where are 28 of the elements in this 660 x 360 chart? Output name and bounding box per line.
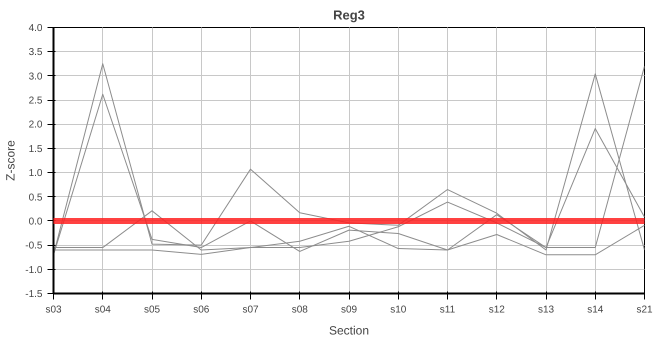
x-tick-label: s06 [193,304,210,316]
y-tick-label: 1.0 [28,168,43,180]
y-tick-label: 2.0 [28,120,43,131]
x-tick-label: s07 [242,304,259,316]
x-tick-label: s13 [538,304,554,316]
x-tick-label: s08 [292,304,308,316]
x-tick-label: s12 [488,304,506,316]
x-tick-label: s11 [440,304,456,316]
x-tick-label: s10 [390,304,407,316]
x-tick-label: s21 [636,304,653,316]
x-tick-label: s14 [587,304,604,316]
y-tick-label: 2.5 [28,96,43,107]
y-tick-label: 1.5 [28,144,43,155]
y-tick-label: 3.0 [28,71,43,82]
x-axis-title: Section [328,324,370,338]
x-tick-label: s05 [144,304,160,316]
x-tick-label: s09 [340,304,358,316]
x-tick-label: s03 [45,304,62,316]
chart-title: Reg3 [333,8,365,22]
y-tick-label: 0.5 [28,192,43,204]
y-tick-label: -0.5 [25,240,43,252]
y-tick-label: 4.0 [28,23,43,34]
y-axis-title: Z-score [3,140,18,181]
y-tick-label: 3.5 [28,47,43,58]
y-tick-label: -1.5 [25,289,43,300]
y-tick-label: 0.0 [28,216,43,228]
x-tick-label: s04 [94,304,112,316]
y-tick-label: -1.0 [25,264,43,276]
